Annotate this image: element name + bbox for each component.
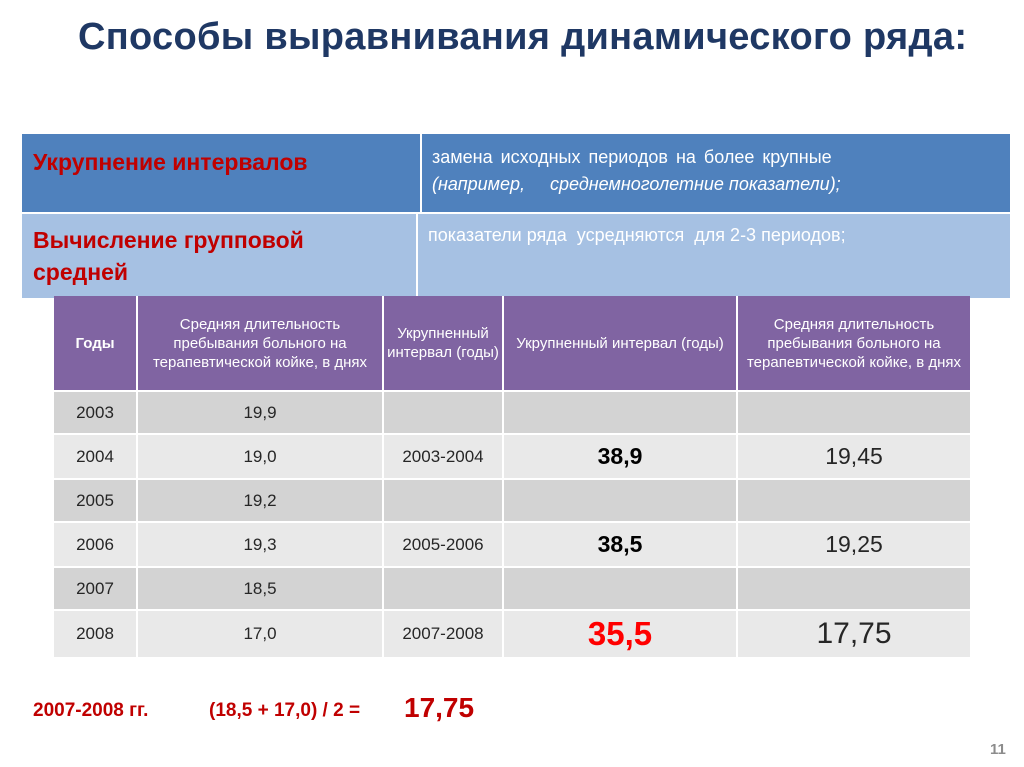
cell-interval: 2007-2008 (384, 609, 504, 657)
cell-sum (504, 566, 738, 609)
cell-value: 19,9 (138, 390, 384, 433)
cell-value: 17,0 (138, 609, 384, 657)
table-row: 2008 17,0 2007-2008 35,5 17,75 (54, 609, 970, 657)
table-header-row: Годы Средняя длительность пребывания бол… (54, 296, 970, 390)
table-row: 2004 19,0 2003-2004 38,9 19,45 (54, 433, 970, 478)
page-number: 11 (990, 741, 1006, 758)
cell-interval (384, 566, 504, 609)
table-row: 2006 19,3 2005-2006 38,5 19,25 (54, 521, 970, 566)
cell-year: 2007 (54, 566, 138, 609)
cell-year: 2008 (54, 609, 138, 657)
cell-year: 2003 (54, 390, 138, 433)
cell-value: 19,2 (138, 478, 384, 521)
cell-sum (504, 390, 738, 433)
cell-year: 2005 (54, 478, 138, 521)
cell-avg (738, 566, 970, 609)
slide-title: Способы выравнивания динамического ряда: (78, 16, 968, 58)
cell-year: 2006 (54, 521, 138, 566)
method-1-description-cell (422, 134, 1010, 212)
table-row: 2007 18,5 (54, 566, 970, 609)
header-avg-duration: Средняя длительность пребывания больного… (138, 296, 384, 390)
formula-line: 2007-2008 гг. (18,5 + 17,0) / 2 = 17,75 (33, 692, 733, 730)
method-1-term-cell (22, 134, 420, 212)
method-2-description-cell (418, 214, 1010, 298)
cell-sum (504, 478, 738, 521)
cell-sum: 38,9 (504, 433, 738, 478)
cell-avg: 17,75 (738, 609, 970, 657)
duration-table-wrapper: Годы Средняя длительность пребывания бол… (54, 296, 970, 657)
cell-avg (738, 478, 970, 521)
method-1-term: Укрупнение интервалов (33, 149, 308, 175)
method-1-description-line1: замена исходных периодов на более крупны… (432, 147, 832, 167)
formula-expression: (18,5 + 17,0) / 2 = (209, 700, 361, 721)
header-interval-sum: Укрупненный интервал (годы) (504, 296, 738, 390)
cell-value: 19,3 (138, 521, 384, 566)
cell-interval (384, 478, 504, 521)
cell-avg (738, 390, 970, 433)
cell-value: 19,0 (138, 433, 384, 478)
cell-interval: 2003-2004 (384, 433, 504, 478)
formula-period: 2007-2008 гг. (33, 700, 149, 721)
method-1-description: замена исходных периодов на более крупны… (432, 144, 1002, 198)
method-1-description-line2: (например, среднемноголетние показатели)… (432, 174, 841, 194)
cell-interval (384, 390, 504, 433)
method-2-description: показатели ряда усредняются для 2-3 пери… (428, 225, 846, 245)
header-interval: Укрупненный интервал (годы) (384, 296, 504, 390)
header-avg-duration-grouped: Средняя длительность пребывания больного… (738, 296, 970, 390)
cell-sum: 38,5 (504, 521, 738, 566)
table-row: 2005 19,2 (54, 478, 970, 521)
cell-sum-highlight: 35,5 (504, 609, 738, 657)
header-years: Годы (54, 296, 138, 390)
method-2-term-cell (22, 214, 416, 298)
cell-interval: 2005-2006 (384, 521, 504, 566)
cell-avg: 19,45 (738, 433, 970, 478)
cell-year: 2004 (54, 433, 138, 478)
cell-avg: 19,25 (738, 521, 970, 566)
table-row: 2003 19,9 (54, 390, 970, 433)
methods-block (22, 134, 1010, 298)
cell-value: 18,5 (138, 566, 384, 609)
formula-result: 17,75 (404, 692, 475, 723)
method-2-term: Вычисление групповой средней (33, 227, 304, 285)
duration-table: Годы Средняя длительность пребывания бол… (54, 296, 970, 657)
